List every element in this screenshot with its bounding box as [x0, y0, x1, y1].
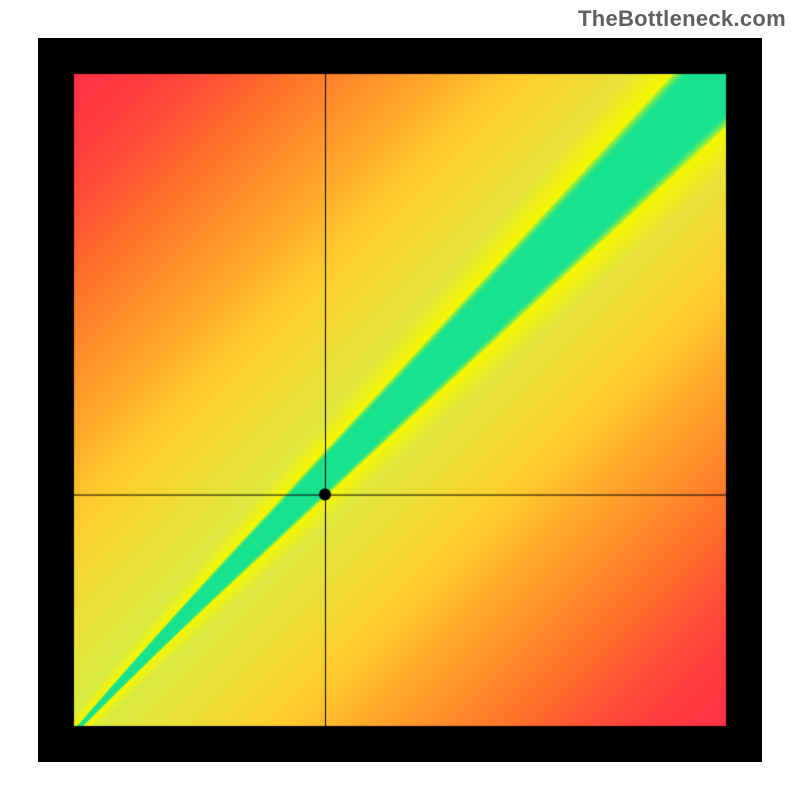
chart-container: TheBottleneck.com	[0, 0, 800, 800]
watermark-text: TheBottleneck.com	[578, 6, 786, 32]
bottleneck-heatmap	[38, 38, 762, 762]
